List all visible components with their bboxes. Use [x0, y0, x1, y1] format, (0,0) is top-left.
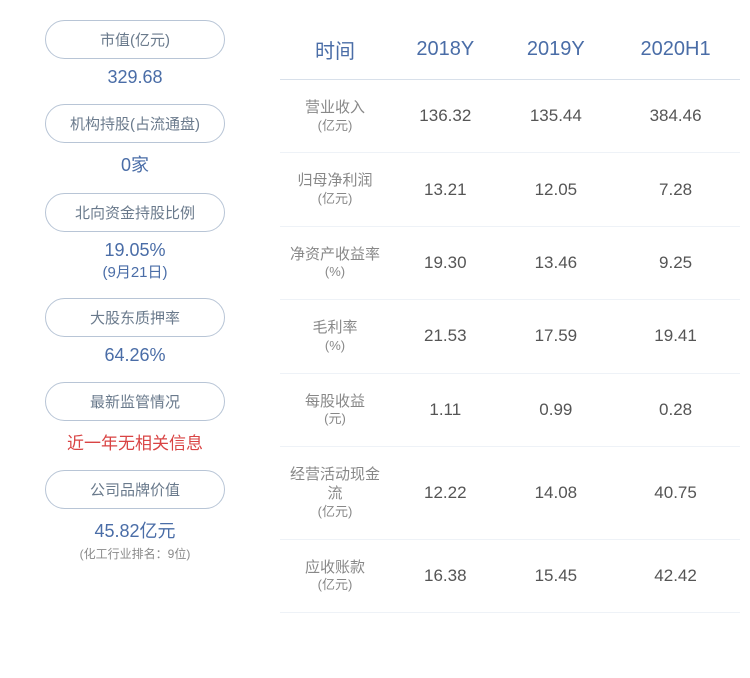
cell-value: 17.59	[501, 300, 612, 373]
northbound-holdings-value: 19.05%	[102, 240, 167, 261]
metric-eps: 每股收益 (元)	[280, 373, 390, 446]
table-row: 净资产收益率 (%) 19.30 13.46 9.25	[280, 226, 740, 299]
cell-value: 384.46	[611, 80, 740, 153]
northbound-holdings-value-group: 19.05% (9月21日)	[102, 240, 167, 290]
table-row: 营业收入 (亿元) 136.32 135.44 384.46	[280, 80, 740, 153]
pledge-ratio-value: 64.26%	[104, 345, 165, 366]
metric-receivables: 应收账款 (亿元)	[280, 539, 390, 612]
financial-table: 时间 2018Y 2019Y 2020H1 营业收入 (亿元) 136.32 1…	[280, 20, 740, 613]
cell-value: 14.08	[501, 446, 612, 539]
header-time: 时间	[280, 20, 390, 80]
cell-value: 0.99	[501, 373, 612, 446]
metric-gross-margin: 毛利率 (%)	[280, 300, 390, 373]
market-cap-value: 329.68	[107, 67, 162, 88]
metric-cashflow: 经营活动现金流 (亿元)	[280, 446, 390, 539]
regulatory-status-label: 最新监管情况	[45, 382, 225, 421]
cell-value: 1.11	[390, 373, 501, 446]
brand-value-rank: (化工行业排名：9位)	[80, 545, 191, 562]
cell-value: 12.05	[501, 153, 612, 226]
metric-revenue: 营业收入 (亿元)	[280, 80, 390, 153]
cell-value: 19.30	[390, 226, 501, 299]
metric-roe: 净资产收益率 (%)	[280, 226, 390, 299]
institutional-holdings-label: 机构持股(占流通盘)	[45, 104, 225, 143]
cell-value: 42.42	[611, 539, 740, 612]
table-row: 每股收益 (元) 1.11 0.99 0.28	[280, 373, 740, 446]
cell-value: 16.38	[390, 539, 501, 612]
pledge-ratio-label: 大股东质押率	[45, 298, 225, 337]
northbound-holdings-label: 北向资金持股比例	[45, 193, 225, 232]
regulatory-status-value: 近一年无相关信息	[67, 429, 203, 454]
cell-value: 0.28	[611, 373, 740, 446]
header-2018: 2018Y	[390, 20, 501, 80]
cell-value: 21.53	[390, 300, 501, 373]
financial-table-panel: 时间 2018Y 2019Y 2020H1 营业收入 (亿元) 136.32 1…	[260, 20, 740, 658]
brand-value-amount: 45.82亿元	[80, 517, 191, 543]
cell-value: 15.45	[501, 539, 612, 612]
cell-value: 7.28	[611, 153, 740, 226]
table-row: 归母净利润 (亿元) 13.21 12.05 7.28	[280, 153, 740, 226]
header-2020h1: 2020H1	[611, 20, 740, 80]
cell-value: 12.22	[390, 446, 501, 539]
brand-value-group: 45.82亿元 (化工行业排名：9位)	[80, 517, 191, 562]
northbound-holdings-date: (9月21日)	[102, 261, 167, 282]
cell-value: 13.21	[390, 153, 501, 226]
left-summary-panel: 市值(亿元) 329.68 机构持股(占流通盘) 0家 北向资金持股比例 19.…	[10, 20, 260, 658]
cell-value: 40.75	[611, 446, 740, 539]
table-row: 经营活动现金流 (亿元) 12.22 14.08 40.75	[280, 446, 740, 539]
cell-value: 9.25	[611, 226, 740, 299]
cell-value: 135.44	[501, 80, 612, 153]
brand-value-label: 公司品牌价值	[45, 470, 225, 509]
header-2019: 2019Y	[501, 20, 612, 80]
table-row: 应收账款 (亿元) 16.38 15.45 42.42	[280, 539, 740, 612]
cell-value: 19.41	[611, 300, 740, 373]
institutional-holdings-value: 0家	[121, 151, 149, 177]
metric-net-profit: 归母净利润 (亿元)	[280, 153, 390, 226]
cell-value: 13.46	[501, 226, 612, 299]
table-row: 毛利率 (%) 21.53 17.59 19.41	[280, 300, 740, 373]
market-cap-label: 市值(亿元)	[45, 20, 225, 59]
cell-value: 136.32	[390, 80, 501, 153]
table-header-row: 时间 2018Y 2019Y 2020H1	[280, 20, 740, 80]
